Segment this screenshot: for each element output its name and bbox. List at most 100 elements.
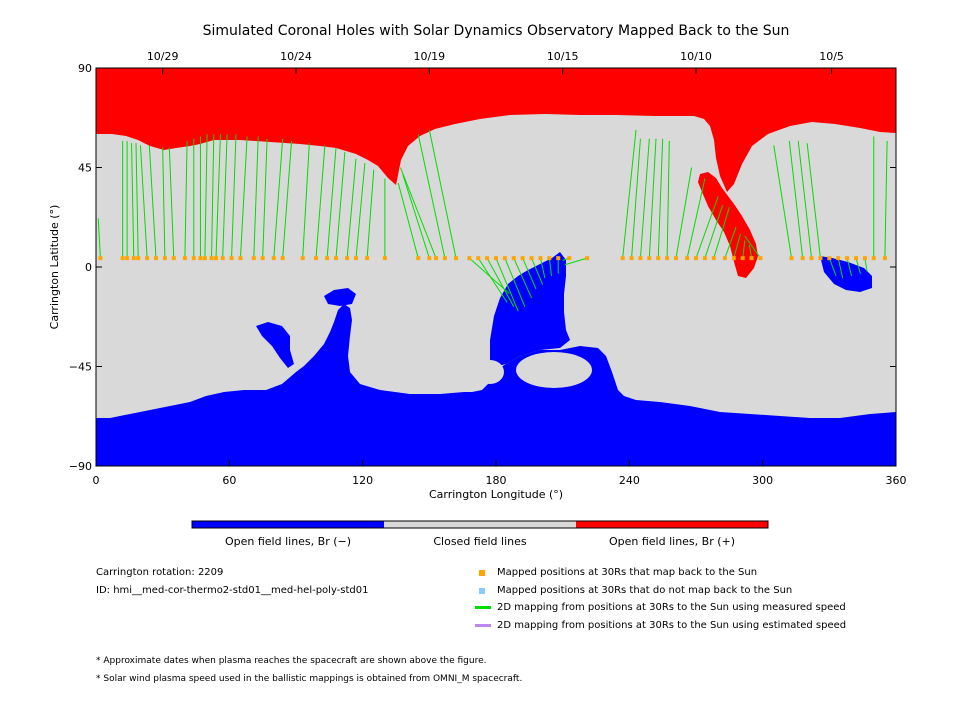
mapped-point-50 [638,256,643,261]
colorbar-negative [192,521,384,528]
mapped-point-52 [656,256,661,261]
mapping-line-8 [168,147,175,259]
mapping-line-23 [315,145,326,259]
chart-title: Simulated Coronal Holes with Solar Dynam… [203,23,790,39]
colorbar-frame [191,520,769,529]
mapping-line-38 [495,257,519,312]
negative-patch-west [256,322,294,368]
mapping-line-4 [135,143,139,259]
mapped-point-8 [171,256,176,261]
mapped-point-7 [162,256,167,261]
y-tick-label-4: −90 [69,460,92,473]
x-tick-label-3: 180 [486,474,507,487]
colorbar-closed [384,521,576,528]
mapped-point-40 [511,256,516,261]
legend-mapped-back: Mapped positions at 30Rs that map back t… [479,567,757,578]
colorbar-label-closed: Closed field lines [433,535,527,548]
mapped-point-25 [334,256,338,261]
mapped-point-63 [758,256,763,261]
closed-field-island-large [516,352,592,388]
mapping-line-74 [884,140,888,259]
mapped-point-65 [800,256,805,261]
x-axis-label: Carrington Longitude (°) [429,488,563,501]
mapping-line-51 [648,138,657,259]
colorbar [191,520,769,529]
mapping-line-64 [773,145,793,259]
mapped-point-73 [871,256,876,261]
legend-not-mapped-label: Mapped positions at 30Rs that do not map… [497,585,793,596]
mapped-point-17 [238,256,243,261]
mapped-point-33 [442,256,447,261]
mapping-line-72 [864,258,868,272]
mapping-line-61 [742,240,746,259]
mapped-point-28 [365,256,370,261]
mapping-line-14 [215,134,221,259]
mapped-point-49 [629,256,634,261]
footnote-dates: * Approximate dates when plasma reaches … [96,656,487,666]
mapped-point-47 [585,256,590,261]
y-tick-label-1: 45 [78,162,92,175]
mapped-point-0 [98,256,103,261]
date-tick-label-5: 10/5 [819,50,844,63]
legend-estimated-speed: 2D mapping from positions at 30Rs to the… [475,620,846,631]
mapped-point-56 [694,256,698,261]
mapping-line-48 [622,129,637,259]
negative-patch-east [820,256,872,292]
mapped-point-16 [229,256,234,261]
green-line-icon [475,606,491,609]
mapping-line-54 [675,167,693,259]
mapping-line-53 [666,140,670,259]
mapped-point-5 [145,256,150,261]
mapping-points [98,256,887,261]
mapped-point-4 [136,256,141,261]
mapping-line-57 [704,204,724,259]
mapping-line-21 [282,140,293,259]
mapping-line-49 [631,138,641,259]
mapped-point-21 [280,256,285,261]
mapping-line-12 [204,134,208,259]
closed-field-island-small [476,360,504,384]
mapped-point-53 [665,256,670,261]
mapping-line-62 [748,244,753,259]
mapped-point-30 [416,256,421,261]
mapping-line-59 [724,227,737,259]
mapping-line-27 [355,163,366,259]
legend-not-mapped: Mapped positions at 30Rs that do not map… [479,585,792,596]
footnote-speed-source: * Solar wind plasma speed used in the ba… [96,674,523,684]
mapped-point-44 [547,256,552,261]
mapping-line-28 [366,169,375,259]
mapped-point-42 [529,256,534,261]
legend-estimated-speed-label: 2D mapping from positions at 30Rs to the… [497,620,847,631]
date-tick-label-3: 10/15 [547,50,579,63]
mapping-line-36 [477,257,508,303]
mapping-line-32 [399,167,437,259]
mapping-line-52 [657,138,664,259]
mapped-point-1 [120,256,125,261]
top-date-axis: 10/29 10/24 10/19 10/15 10/10 10/5 [147,50,844,74]
legend-measured-speed: 2D mapping from positions at 30Rs to the… [475,602,846,613]
mapped-point-9 [182,256,187,261]
mapping-line-71 [855,258,861,274]
x-tick-label-1: 60 [222,474,236,487]
mapped-point-13 [209,256,214,261]
equatorial-negative-extension [490,252,570,368]
mapped-point-41 [520,256,525,261]
mapped-point-27 [354,256,358,261]
mapped-point-72 [862,256,867,261]
x-tick-label-2: 120 [352,474,373,487]
mapped-point-60 [731,256,736,261]
mapping-line-24 [326,147,337,259]
mapping-line-19 [262,138,268,259]
y-axis: 90 45 0 −45 −90 [69,62,896,473]
plot-area [96,68,896,466]
mapping-line-20 [273,138,284,259]
mapped-point-45 [556,256,561,261]
mapped-point-51 [647,256,652,261]
mapping-line-42 [531,257,544,285]
x-tick-label-5: 300 [752,474,773,487]
mapped-point-59 [722,256,727,261]
mapping-line-7 [162,147,166,259]
mapping-line-0 [97,218,101,259]
date-tick-label-1: 10/24 [280,50,312,63]
mapping-line-3 [131,143,135,259]
